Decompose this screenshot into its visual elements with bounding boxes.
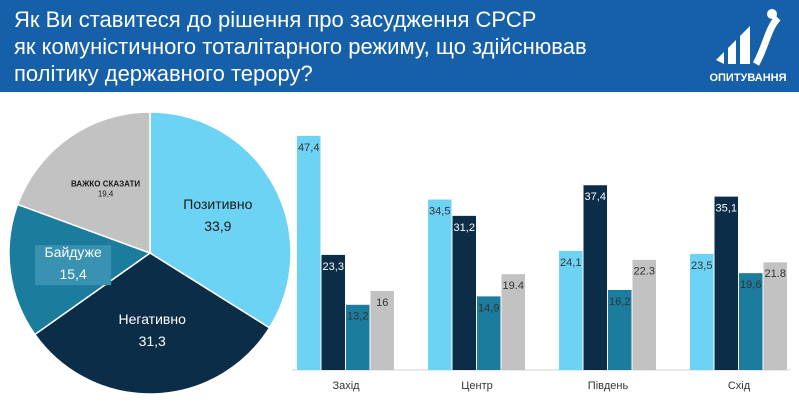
value-label: 22.3: [634, 266, 655, 278]
value-label: 35,1: [716, 203, 737, 215]
value-label: 14,9: [478, 302, 499, 314]
charts: Позитивно 33,9 Негативно 31,3 Байдуже 15,4 ВАЖ…: [8, 111, 790, 395]
label-box: [35, 245, 112, 286]
slice-label: Позитивно: [183, 196, 252, 212]
bar: [346, 304, 370, 370]
pie-slice: [149, 111, 292, 329]
value-label: 16,2: [609, 296, 630, 308]
logo: ОПИТУВАННЯ: [709, 9, 787, 84]
value-label: 24,1: [560, 257, 581, 269]
bar: [452, 215, 476, 370]
value-label: 23,3: [323, 261, 344, 273]
header: Як Ви ставитеся до рішення про засудженн…: [0, 0, 799, 92]
bar: [714, 196, 738, 370]
value-label: 23,5: [691, 260, 712, 272]
x-tick-label: Захід: [332, 380, 360, 392]
title: Як Ви ставитеся до рішення про засудженн…: [14, 7, 587, 86]
value-label: 21.8: [765, 268, 786, 280]
x-tick-label: Південь: [588, 380, 629, 392]
bar: [632, 259, 656, 370]
bar: [690, 253, 714, 370]
slice-label: Байдуже: [44, 244, 101, 260]
bar: [297, 135, 321, 370]
bar: [739, 273, 763, 370]
bar: [501, 274, 525, 370]
slice-value: 31,3: [139, 333, 166, 349]
x-tick-label: Схід: [728, 380, 751, 392]
bar: [321, 254, 345, 370]
value-label: 19.4: [503, 280, 524, 292]
pie-slice: [16, 111, 151, 255]
value-label: 16: [376, 297, 388, 309]
bar: [763, 262, 787, 370]
logo-mark: [752, 15, 781, 66]
bar: [477, 296, 501, 370]
value-label: 37,4: [585, 191, 606, 203]
value-label: 47,4: [298, 142, 319, 154]
slice-value: 15,4: [59, 266, 86, 282]
logo-mark: [716, 26, 750, 64]
value-label: 34,5: [429, 205, 450, 217]
bar: [608, 289, 632, 370]
bar: [559, 250, 583, 370]
bar: [583, 185, 607, 370]
bar: [428, 199, 452, 370]
pie-slice: [33, 252, 271, 395]
slice-value: 19,4: [98, 190, 114, 199]
value-label: 13,2: [347, 311, 368, 323]
logo-mark: [767, 9, 777, 19]
logo-text: ОПИТУВАННЯ: [709, 72, 786, 84]
bar: [370, 290, 394, 370]
x-tick-label: Центр: [461, 380, 493, 392]
slice-value: 33,9: [204, 218, 231, 234]
slice-label: Негативно: [119, 311, 187, 327]
value-label: 19,6: [740, 279, 761, 291]
value-label: 31,2: [454, 222, 475, 234]
slice-label: ВАЖКО СКАЗАТИ: [71, 180, 140, 189]
